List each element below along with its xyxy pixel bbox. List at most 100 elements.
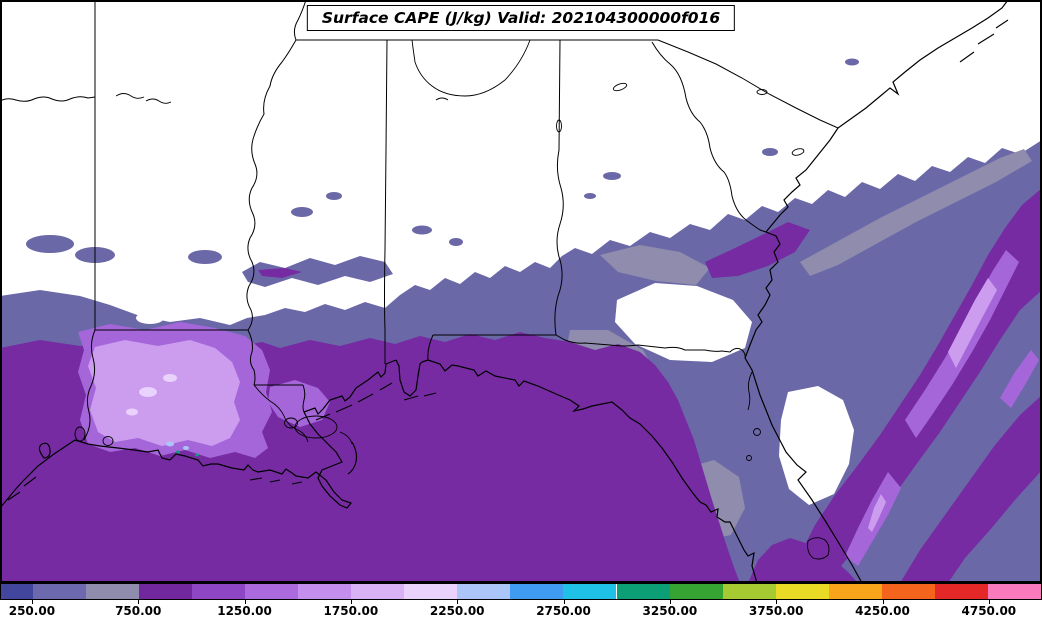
- colorbar-segment: [245, 584, 299, 599]
- lake-okeechobee: [807, 537, 830, 560]
- west-point-lake: [556, 119, 562, 133]
- colorbar-segment: [32, 584, 86, 599]
- cape-gray-atlantic-edge: [800, 149, 1032, 276]
- colorbar-tick-label: 1250.00: [217, 604, 272, 618]
- coast-georgia-southcarolina: [744, 127, 839, 359]
- colorbar-segment: [298, 584, 352, 599]
- cape-teal-speck-1: [176, 450, 180, 454]
- colorbar-segment: [510, 584, 564, 599]
- colorbar-tick: [31, 600, 33, 604]
- colorbar-tick: [882, 600, 884, 604]
- colorbar-tick: [457, 600, 459, 604]
- colorbar-segment: [934, 584, 988, 599]
- colorbar-tick-label: 4250.00: [855, 604, 910, 618]
- florida-lake-1: [753, 428, 761, 436]
- border-mississippi-alabama: [384, 39, 388, 364]
- coast-texas: [0, 439, 76, 509]
- mobile-bay: [395, 359, 423, 397]
- cape-blob-georgia-1: [603, 172, 621, 180]
- colorbar-segment: [722, 584, 776, 599]
- lake-borgne: [339, 431, 353, 445]
- colorbar-segment: [404, 584, 458, 599]
- cape-fill-layer: [0, 58, 1042, 583]
- cape-blob-mississippi-1: [291, 207, 313, 217]
- border-alabama-georgia: [554, 39, 564, 336]
- louisiana-barrier-islands: [249, 477, 303, 485]
- cape-purple-georgia-coast: [705, 222, 810, 278]
- border-texas-louisiana: [83, 329, 96, 441]
- border-red-river: [0, 96, 96, 102]
- cape-hole-louisiana: [136, 312, 164, 324]
- coastline-layer: [0, 0, 1009, 584]
- colorbar-tick-label: 3750.00: [748, 604, 804, 618]
- colorbar-segment: [138, 584, 192, 599]
- cape-blob-arkansas-3: [188, 250, 222, 264]
- cape-lavender-florida: [868, 494, 886, 532]
- mississippi-river-lower: [253, 384, 309, 443]
- st-johns-river: [747, 371, 753, 411]
- red-river-squiggle-2: [145, 98, 172, 104]
- colorbar-segment: [192, 584, 246, 599]
- colorbar-tick-label: 250.00: [8, 604, 56, 618]
- cape-paleblue-speck-1: [166, 441, 174, 447]
- outer-banks-islands: [959, 19, 1009, 63]
- cape-map: [0, 0, 1042, 584]
- sabine-lake: [74, 426, 86, 442]
- colorbar-segment: [881, 584, 935, 599]
- border-northcarolina-southcarolina: [657, 39, 839, 129]
- red-river-squiggle-1: [115, 93, 145, 99]
- plot-title: Surface CAPE (J/kg) Valid: 202104300000f…: [321, 9, 721, 27]
- cape-lavender-sw-louisiana: [88, 340, 240, 446]
- colorbar-segment: [775, 584, 829, 599]
- colorbar-tick-label: 2250.00: [429, 604, 485, 618]
- cape-blob-alabama-2: [449, 238, 463, 246]
- florida-lake-2: [746, 455, 752, 461]
- colorbar-segment: [828, 584, 882, 599]
- chandeleur-islands: [347, 441, 358, 475]
- cape-pale-core-1: [139, 387, 157, 397]
- coast-louisiana: [74, 411, 353, 509]
- colorbar-segment: [616, 584, 670, 599]
- cape-lavender-atlantic: [948, 278, 997, 368]
- lake-murray: [756, 89, 768, 95]
- border-florida-georgia: [555, 334, 746, 359]
- cape-violet-atlantic-3: [1000, 350, 1039, 408]
- cape-purple-mississippi-core: [258, 268, 302, 278]
- tennessee-river: [411, 39, 531, 97]
- colorbar-ticks: 250.00 750.00 1250.00 1750.00 2250.00 2750.00…: [0, 600, 1042, 630]
- cape-teal-speck-2: [195, 453, 199, 457]
- lake-maurepas: [284, 417, 298, 429]
- colorbar-segment: [563, 584, 617, 599]
- galveston-bay: [38, 442, 51, 459]
- colorbar-tick-label: 750.00: [115, 604, 162, 618]
- cape-blob-carolina-2: [845, 58, 859, 66]
- calcasieu-lake: [102, 436, 114, 446]
- colorbar-segment: [85, 584, 139, 599]
- cape-blob-georgia-2: [584, 193, 596, 199]
- cape-pale-core-2: [163, 374, 177, 382]
- colorbar-segment: [669, 584, 723, 599]
- colorbar-tick: [776, 600, 778, 604]
- coast-florida-gulf: [421, 359, 758, 584]
- colorbar-tick-label: 2750.00: [536, 604, 591, 618]
- map-area: Surface CAPE (J/kg) Valid: 202104300000f…: [0, 0, 1042, 584]
- lake-marion: [791, 148, 805, 156]
- matagorda-islands: [7, 476, 37, 501]
- cape-hole-east-florida: [779, 386, 854, 505]
- border-savannah-river: [651, 41, 767, 233]
- dauphin-island: [403, 392, 437, 401]
- border-mississippi-river: [246, 0, 307, 386]
- plot-title-box: Surface CAPE (J/kg) Valid: 202104300000f…: [306, 5, 736, 31]
- state-borders-layer: [0, 0, 839, 441]
- coast-mississippi: [303, 359, 397, 416]
- colorbar-tick: [138, 600, 140, 604]
- border-florida-alabama: [427, 334, 556, 361]
- colorbar-tick: [988, 600, 990, 604]
- border-pearl-river: [302, 384, 306, 413]
- colorbar-tick: [350, 600, 352, 604]
- lake-lanier: [612, 82, 628, 92]
- colorbar-segment: [1, 584, 33, 599]
- colorbar-segment: [987, 584, 1041, 599]
- colorbar: [0, 583, 1042, 600]
